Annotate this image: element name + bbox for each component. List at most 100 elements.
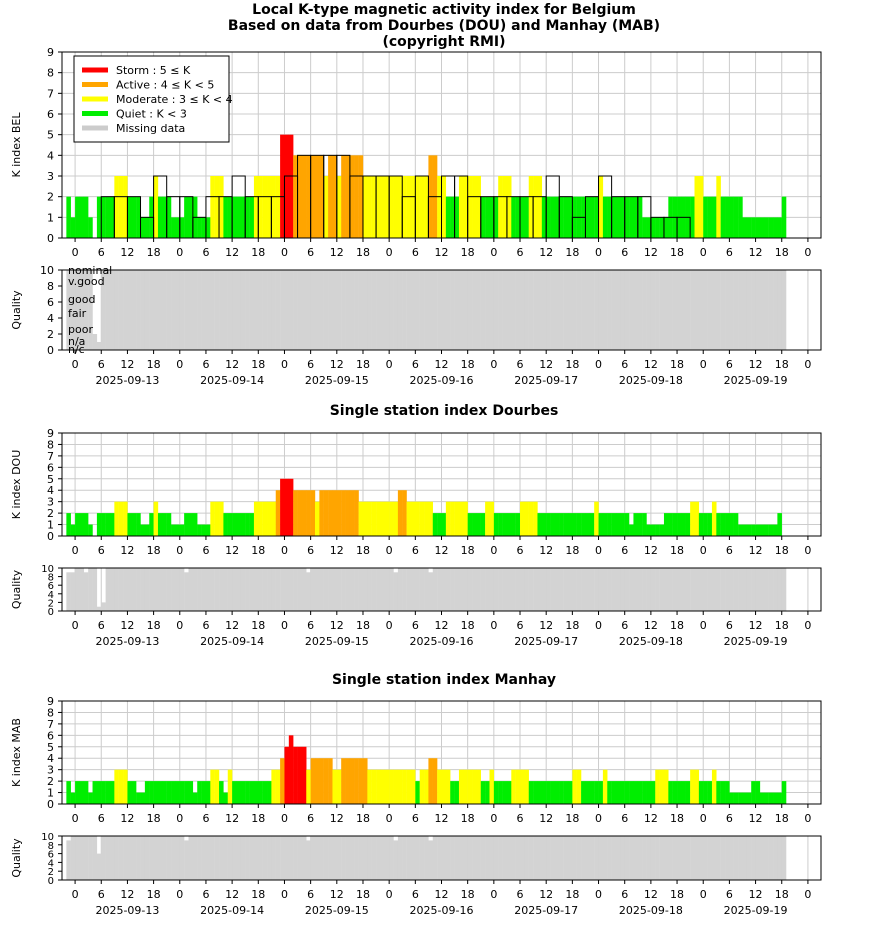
- mab-k-k-bar: [131, 781, 137, 804]
- mab-q-q-bar: [581, 836, 586, 880]
- mab-k-k-bar: [144, 781, 150, 804]
- bel-k-k-bar: [323, 176, 329, 238]
- mab-k-k-bar: [520, 769, 525, 804]
- bel-k-k-bar: [319, 155, 324, 238]
- mab-k-k-bar: [637, 781, 643, 804]
- mab-q-q-bar: [118, 836, 124, 880]
- dou-q-y-tick-label: 4: [48, 590, 54, 601]
- dou-q-x-tick-label: 0: [595, 619, 602, 632]
- mab-k-k-bar: [690, 769, 695, 804]
- dou-k-k-bar: [537, 513, 543, 536]
- dou-q-q-bar: [332, 568, 338, 611]
- mab-k-k-bar: [332, 769, 338, 804]
- dou-q-q-bar: [175, 568, 180, 611]
- bel-k-k-bar: [184, 196, 189, 238]
- bel-k-k-bar: [362, 176, 368, 238]
- bel-q-q-bar: [127, 270, 132, 350]
- bel-k-k-bar: [96, 196, 102, 238]
- dou-k-k-bar: [262, 501, 268, 536]
- mab-q-q-bar: [406, 836, 412, 880]
- bel-k-k-bar: [114, 176, 119, 238]
- dou-k-k-bar: [184, 513, 189, 536]
- bel-k-k-bar: [415, 176, 420, 238]
- bel-q-q-bar: [384, 270, 390, 350]
- dou-q-q-bar: [694, 568, 700, 611]
- bel-q-q-bar: [642, 270, 647, 350]
- dou-k-k-bar: [83, 513, 89, 536]
- mab-k-k-bar: [554, 781, 560, 804]
- dou-k-k-bar: [493, 513, 499, 536]
- mab-q-y-axis-label: Quality: [10, 838, 23, 878]
- mab-k-k-bar: [537, 781, 543, 804]
- dou-k-k-bar: [179, 524, 185, 536]
- bel-k-k-bar: [389, 176, 394, 238]
- bel-k-k-bar: [655, 217, 660, 238]
- mab-k-k-bar: [546, 781, 551, 804]
- bel-q-date-label: 2025-09-17: [514, 374, 578, 387]
- bel-q-q-bar: [249, 270, 255, 350]
- bel-q-q-bar: [746, 270, 752, 350]
- dou-k-k-bar: [655, 524, 660, 536]
- dou-k-k-bar: [432, 513, 438, 536]
- mab-k-k-bar: [773, 792, 778, 804]
- bel-q-q-bar: [88, 270, 93, 350]
- mab-q-x-tick-label: 0: [804, 888, 811, 901]
- bel-q-q-bar: [79, 270, 85, 350]
- mab-q-q-bar: [445, 836, 451, 880]
- dou-k-k-bar: [188, 513, 194, 536]
- bel-q-x-tick-label: 18: [670, 358, 684, 371]
- bel-k-x-tick-label: 6: [517, 246, 524, 259]
- dou-q-q-bar: [629, 568, 634, 611]
- mab-q-q-bar: [376, 836, 381, 880]
- dou-k-k-bar: [205, 524, 211, 536]
- bel-q-q-bar: [611, 270, 617, 350]
- mab-q-q-bar: [607, 836, 612, 880]
- dou-k-k-bar: [210, 501, 215, 536]
- bel-q-date-label: 2025-09-13: [95, 374, 159, 387]
- mab-k-k-bar: [153, 781, 159, 804]
- bel-q-q-bar: [615, 270, 621, 350]
- mab-q-q-bar: [572, 836, 577, 880]
- mab-q-q-bar: [410, 836, 416, 880]
- mab-k-k-bar: [759, 792, 765, 804]
- dou-q-date-label: 2025-09-19: [724, 635, 788, 648]
- dou-q-q-bar: [319, 568, 324, 611]
- bel-q-q-bar: [210, 270, 215, 350]
- dou-k-k-bar: [376, 501, 381, 536]
- dou-k-k-bar: [380, 501, 385, 536]
- dou-q-date-label: 2025-09-17: [514, 635, 578, 648]
- bel-q-x-tick-label: 12: [644, 358, 658, 371]
- mab-q-q-bar: [345, 836, 351, 880]
- dou-q-y-tick-label: 10: [41, 564, 54, 575]
- mab-q-q-bar: [694, 836, 700, 880]
- bel-k-k-bar: [380, 176, 385, 238]
- mab-q-q-bar: [223, 836, 228, 880]
- bel-k-k-bar: [288, 134, 294, 238]
- bel-q-q-bar: [70, 270, 76, 350]
- dou-k-k-bar: [157, 513, 163, 536]
- dou-k-k-bar: [275, 490, 281, 536]
- dou-k-k-bar: [424, 501, 429, 536]
- mab-k-k-bar: [437, 769, 442, 804]
- bel-k-k-bar: [284, 134, 290, 238]
- bel-q-q-bar: [646, 270, 652, 350]
- bel-q-date-label: 2025-09-19: [724, 374, 788, 387]
- mab-q-q-bar: [105, 836, 111, 880]
- bel-k-k-bar: [79, 196, 85, 238]
- dou-k-k-bar: [384, 501, 390, 536]
- mab-q-q-bar: [520, 836, 525, 880]
- mab-k-x-tick-label: 18: [251, 812, 265, 825]
- bel-q-q-bar: [742, 270, 748, 350]
- dou-q-q-bar: [88, 568, 93, 611]
- mab-q-q-bar: [175, 836, 180, 880]
- mab-q-x-tick-label: 12: [539, 888, 553, 901]
- mab-q-q-bar: [262, 836, 268, 880]
- dou-q-q-bar: [502, 568, 508, 611]
- mab-k-k-bar: [777, 792, 782, 804]
- bel-q-q-bar: [402, 270, 407, 350]
- bel-q-q-bar: [367, 270, 372, 350]
- dou-q-q-bar: [663, 568, 669, 611]
- bel-k-k-bar: [354, 155, 359, 238]
- dou-q-q-bar: [144, 568, 150, 611]
- dou-q-q-bar: [406, 568, 412, 611]
